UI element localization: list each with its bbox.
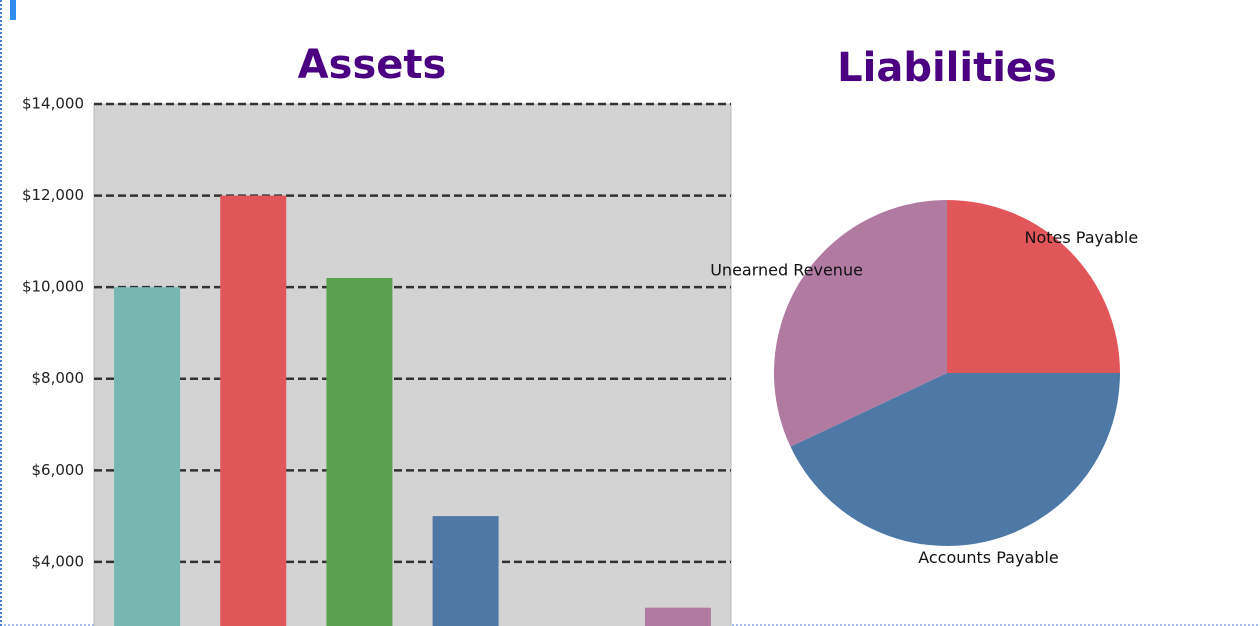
y-tick-label: $14,000: [22, 95, 84, 113]
chart-title: Liabilities: [837, 45, 1057, 91]
pie-label: Unearned Revenue: [710, 261, 863, 280]
y-tick-label: $10,000: [22, 278, 84, 296]
pie-slice: [947, 200, 1120, 373]
bar: [326, 278, 393, 626]
plot-area: [93, 103, 732, 626]
y-tick-label: $12,000: [22, 186, 84, 204]
pie-slice: [774, 200, 947, 447]
y-tick-label: $8,000: [32, 369, 85, 387]
y-tick-label: $4,000: [32, 552, 85, 570]
y-tick-label: $6,000: [32, 461, 85, 479]
pie-label: Notes Payable: [1024, 228, 1138, 247]
bar: [644, 607, 711, 626]
bar: [114, 287, 181, 626]
pie-label: Accounts Payable: [918, 548, 1058, 567]
pie-slice: [790, 373, 1120, 546]
bar: [432, 516, 499, 626]
chart-title: Assets: [298, 42, 447, 88]
bar: [220, 195, 287, 626]
selection-marker: [10, 0, 16, 20]
